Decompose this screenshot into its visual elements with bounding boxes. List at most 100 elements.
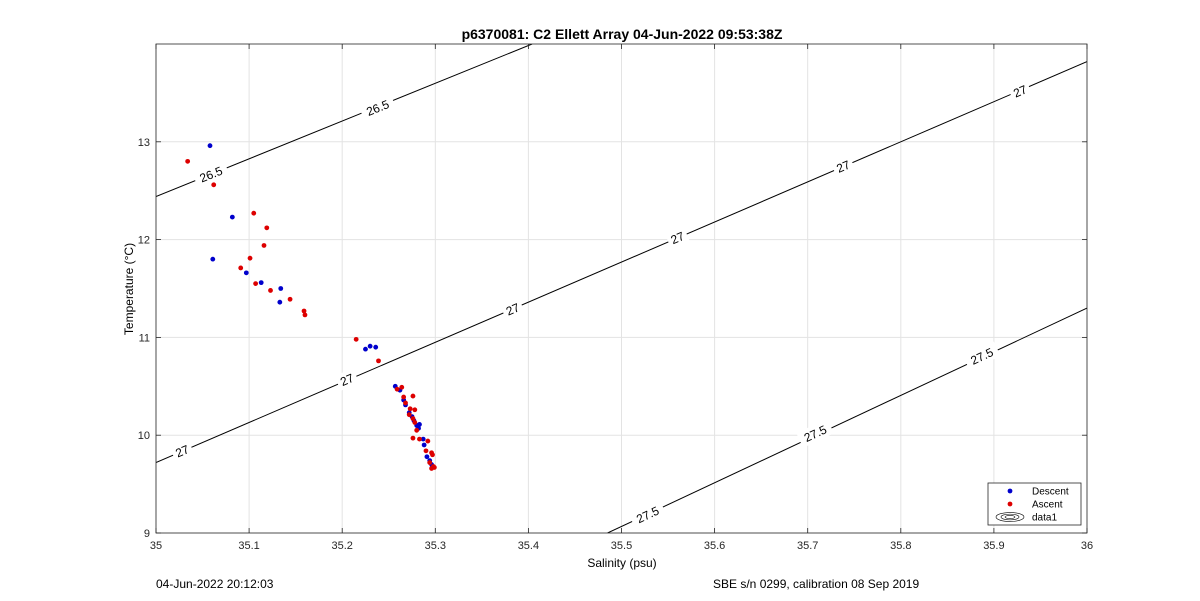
ascent-point xyxy=(394,386,400,392)
contour-label-bg xyxy=(796,418,834,448)
ascent-point xyxy=(423,448,429,454)
legend-marker xyxy=(1007,501,1013,507)
descent-point xyxy=(210,256,216,262)
contour-label-bg xyxy=(169,439,195,463)
contour-label-bg xyxy=(1007,79,1033,103)
ascent-point xyxy=(247,255,253,261)
ascent-point xyxy=(417,436,422,442)
ascent-point xyxy=(410,435,416,441)
ascent-point xyxy=(238,265,244,271)
ascent-point xyxy=(301,308,307,314)
contour-label-bg xyxy=(628,499,667,529)
ascent-point xyxy=(425,438,431,444)
legend-marker xyxy=(1007,488,1013,494)
footer-sensor-info: SBE s/n 0299, calibration 08 Sep 2019 xyxy=(713,577,920,591)
ascent-point xyxy=(353,336,359,342)
ascent-point xyxy=(261,243,267,248)
x-tick-label: 35.9 xyxy=(983,540,1004,552)
y-tick-label: 9 xyxy=(144,528,150,540)
ascent-point xyxy=(414,427,420,433)
contour-label-bg xyxy=(334,368,360,391)
ascent-point xyxy=(287,296,293,302)
ascent-point xyxy=(427,460,433,465)
ascent-point xyxy=(431,465,437,470)
legend-label: Descent xyxy=(1032,487,1069,498)
descent-point xyxy=(278,286,284,291)
ascent-point xyxy=(264,225,270,231)
x-tick-label: 35.6 xyxy=(704,540,725,552)
descent-point xyxy=(229,214,235,220)
legend-contour-icon xyxy=(1004,515,1016,519)
legend-contour-icon xyxy=(995,512,1025,522)
ascent-point xyxy=(403,400,408,406)
ascent-point xyxy=(410,416,416,421)
ascent-point xyxy=(211,182,217,188)
ascent-point xyxy=(268,288,273,293)
y-axis-label: Temperature (°C) xyxy=(122,243,136,335)
descent-point xyxy=(243,270,249,276)
contour-label-text: 27 xyxy=(504,300,522,318)
x-tick-label: 35.1 xyxy=(238,540,259,552)
contour-label-text: 27 xyxy=(338,371,356,389)
contour-label: 27 xyxy=(1007,79,1033,103)
y-tick-label: 10 xyxy=(138,430,150,442)
data-points xyxy=(185,143,437,471)
ascent-point xyxy=(410,393,416,399)
ascent-point xyxy=(253,281,259,287)
x-tick-label: 36 xyxy=(1081,540,1093,552)
chart-title: p6370081: C2 Ellett Array 04-Jun-2022 09… xyxy=(462,26,783,42)
contour-label-text: 27 xyxy=(173,442,191,460)
contour-label-bg xyxy=(192,160,230,188)
descent-point xyxy=(207,143,213,149)
x-tick-label: 35.2 xyxy=(331,540,352,552)
contour-label-bg xyxy=(665,226,690,249)
descent-point xyxy=(367,343,373,349)
descent-point xyxy=(258,280,264,286)
descent-point xyxy=(277,299,283,305)
ascent-point xyxy=(406,412,412,418)
contour-label: 27 xyxy=(830,154,856,178)
legend-box xyxy=(987,482,1082,526)
ascent-point xyxy=(251,210,257,216)
ascent-point xyxy=(302,312,308,318)
ascent-point xyxy=(412,407,418,413)
x-tick-label: 35.5 xyxy=(611,540,632,552)
y-tick-label: 13 xyxy=(138,137,150,149)
descent-point xyxy=(420,436,426,442)
x-tick-label: 35.7 xyxy=(797,540,818,552)
contour-label-bg xyxy=(963,341,1001,371)
descent-point xyxy=(373,344,379,350)
ascent-point xyxy=(376,358,381,364)
legend-contour-icon xyxy=(1000,513,1020,521)
legend-label: Ascent xyxy=(1032,500,1063,511)
ascent-point xyxy=(412,420,418,425)
legend: Descent Ascent data1 xyxy=(987,482,1082,526)
contour-label: 27 xyxy=(169,439,195,463)
descent-point xyxy=(417,422,422,427)
contour-line-27-5 xyxy=(607,307,1087,533)
contour-label-bg xyxy=(830,154,856,178)
x-tick-label: 35.3 xyxy=(425,540,446,552)
contour-label-text: 27 xyxy=(834,158,852,176)
contour-label-bg xyxy=(358,93,397,122)
footer-timestamp: 04-Jun-2022 20:12:03 xyxy=(156,577,274,591)
contour-label: 27 xyxy=(334,368,360,391)
ascent-point xyxy=(430,452,435,458)
descent-point xyxy=(363,346,368,352)
ascent-point xyxy=(185,158,191,164)
contour-label-bg xyxy=(500,297,525,321)
x-tick-label: 35.8 xyxy=(890,540,911,552)
x-axis-label: Salinity (psu) xyxy=(587,556,656,570)
axes: 35 35.1 35.2 35.3 35.4 35.5 35.6 35.7 35.8 35.9 36… xyxy=(138,44,1093,552)
contour-label: 27 xyxy=(500,297,525,321)
x-tick-label: 35.4 xyxy=(518,540,539,552)
legend-label: data1 xyxy=(1032,513,1057,524)
contour-label-text: 27 xyxy=(669,229,687,247)
ascent-point xyxy=(399,384,405,390)
contour-label-text: 27 xyxy=(1011,82,1029,100)
y-tick-label: 11 xyxy=(139,332,150,344)
descent-point xyxy=(424,454,430,460)
ascent-point xyxy=(401,394,407,400)
